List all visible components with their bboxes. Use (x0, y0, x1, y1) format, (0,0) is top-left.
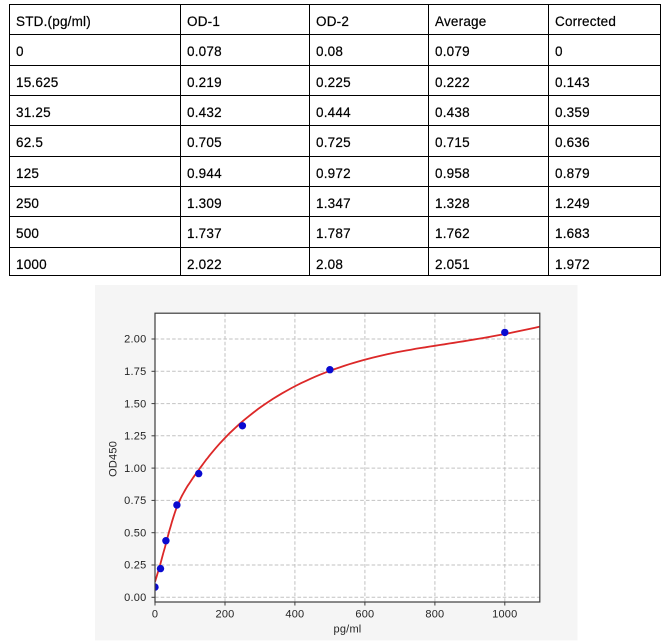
svg-text:2.00: 2.00 (124, 333, 146, 345)
svg-text:200: 200 (215, 608, 234, 620)
svg-text:1.75: 1.75 (124, 366, 146, 378)
svg-text:0.00: 0.00 (124, 592, 146, 604)
svg-text:0.75: 0.75 (124, 495, 146, 507)
svg-text:1.25: 1.25 (124, 430, 146, 442)
svg-text:1.50: 1.50 (124, 398, 146, 410)
svg-text:0.50: 0.50 (124, 527, 146, 539)
svg-text:1000: 1000 (492, 608, 517, 620)
svg-text:1.00: 1.00 (124, 462, 146, 474)
svg-text:600: 600 (355, 608, 374, 620)
svg-text:OD450: OD450 (107, 441, 119, 477)
svg-text:0: 0 (151, 608, 157, 620)
svg-text:pg/ml: pg/ml (333, 623, 361, 635)
svg-text:0.25: 0.25 (124, 559, 146, 571)
svg-text:400: 400 (285, 608, 304, 620)
svg-text:800: 800 (425, 608, 444, 620)
